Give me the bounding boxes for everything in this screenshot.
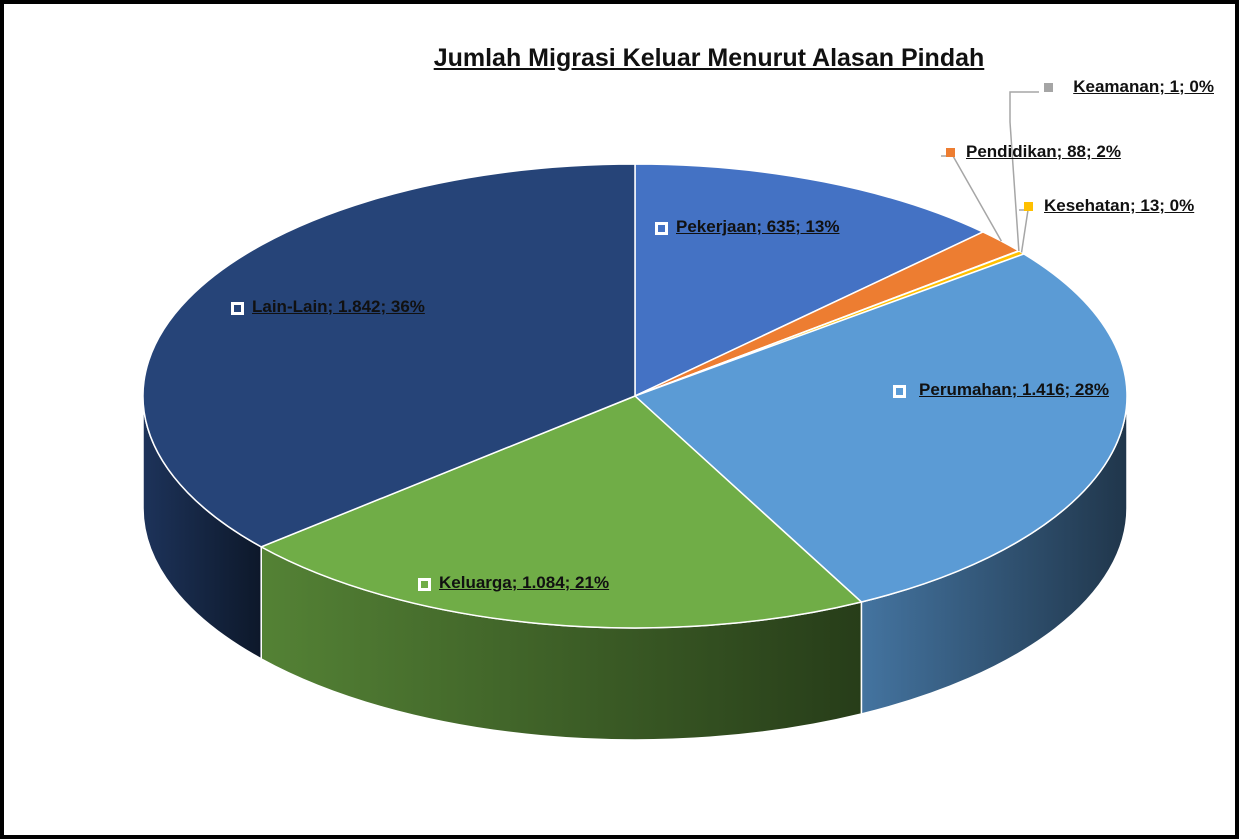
label-marker <box>946 148 955 157</box>
slice <box>634 163 985 398</box>
data-label: Pekerjaan; 635; 13% <box>676 217 840 236</box>
pie-area <box>142 91 1128 741</box>
data-label: Lain-Lain; 1.842; 36% <box>252 297 425 316</box>
data-label: Pendidikan; 88; 2% <box>966 142 1121 161</box>
label-marker <box>655 222 668 235</box>
data-label: Kesehatan; 13; 0% <box>1044 196 1195 215</box>
data-label: Perumahan; 1.416; 28% <box>919 380 1109 399</box>
chart-title: Jumlah Migrasi Keluar Menurut Alasan Pin… <box>433 44 985 72</box>
leader-line <box>1019 209 1029 253</box>
leader-line <box>1009 91 1039 251</box>
label-marker <box>231 302 244 315</box>
slice <box>259 395 863 629</box>
data-label: Keluarga; 1.084; 21% <box>439 573 610 592</box>
data-label: Keamanan; 1; 0% <box>1073 77 1214 96</box>
label-marker <box>893 385 906 398</box>
label-marker <box>418 578 431 591</box>
label-marker <box>1044 83 1053 92</box>
slice <box>633 253 1128 603</box>
slice <box>142 163 636 548</box>
label-marker <box>1024 202 1033 211</box>
